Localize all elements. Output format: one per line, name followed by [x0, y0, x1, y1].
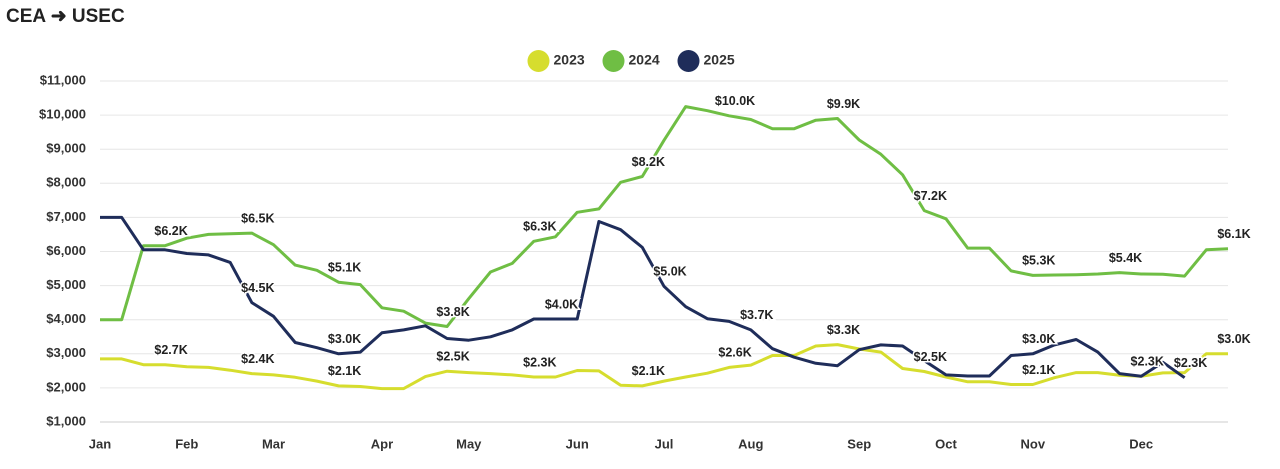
x-tick-label: May: [456, 436, 482, 451]
x-tick-label: Aug: [738, 436, 763, 451]
data-label: $2.1K: [632, 364, 665, 378]
data-label: $2.6K: [718, 346, 751, 360]
data-label: $9.9K: [827, 97, 860, 111]
y-tick-label: $1,000: [46, 413, 86, 428]
y-tick-label: $6,000: [46, 243, 86, 258]
x-tick-label: Mar: [262, 436, 285, 451]
data-label: $3.0K: [1217, 332, 1250, 346]
x-tick-label: Apr: [371, 436, 393, 451]
data-label: $2.3K: [1174, 356, 1207, 370]
data-label: $5.3K: [1022, 254, 1055, 268]
x-tick-label: Nov: [1020, 436, 1045, 451]
data-label: $3.7K: [740, 308, 773, 322]
data-label: $3.0K: [1022, 332, 1055, 346]
data-label: $5.4K: [1109, 251, 1142, 265]
data-label: $2.3K: [523, 355, 556, 369]
series-line: [100, 215, 1186, 379]
y-tick-label: $10,000: [39, 107, 86, 122]
data-label: $10.0K: [715, 94, 755, 108]
series-line: [100, 343, 1228, 391]
data-label: $7.2K: [914, 189, 947, 203]
y-tick-label: $7,000: [46, 209, 86, 224]
data-label: $5.1K: [328, 260, 361, 274]
y-tick-label: $3,000: [46, 345, 86, 360]
data-label: $5.0K: [653, 265, 686, 279]
x-tick-label: Jan: [89, 436, 111, 451]
series-line: [100, 105, 1229, 328]
legend-swatch: [602, 50, 625, 72]
x-tick-label: Jul: [655, 436, 674, 451]
data-label: $2.4K: [241, 352, 274, 366]
data-label: $2.1K: [1022, 363, 1055, 377]
x-tick-label: Jun: [566, 436, 589, 451]
data-label: $6.5K: [241, 211, 274, 225]
data-label: $2.7K: [154, 343, 187, 357]
y-tick-label: $8,000: [46, 175, 86, 190]
data-label: $3.0K: [328, 332, 361, 346]
data-label: $2.5K: [436, 349, 469, 363]
data-label: $6.1K: [1217, 227, 1250, 241]
data-label: $4.0K: [545, 297, 578, 311]
data-label: $6.2K: [154, 224, 187, 238]
data-label: $4.5K: [241, 281, 274, 295]
x-tick-label: Sep: [847, 436, 871, 451]
legend-label: 2023: [554, 52, 585, 68]
y-tick-label: $9,000: [46, 141, 86, 156]
legend-swatch: [527, 50, 550, 72]
legend-label: 2024: [629, 52, 660, 68]
x-tick-label: Oct: [935, 436, 957, 451]
x-tick-label: Feb: [175, 436, 198, 451]
y-tick-label: $11,000: [40, 72, 86, 87]
x-tick-label: Dec: [1129, 436, 1153, 451]
y-tick-label: $2,000: [46, 379, 86, 394]
y-tick-label: $5,000: [46, 277, 86, 292]
data-label: $8.2K: [632, 155, 665, 169]
data-label: $2.5K: [914, 350, 947, 364]
data-label: $3.3K: [827, 323, 860, 337]
legend-label: 2025: [704, 52, 735, 68]
chart-title: CEA ➜ USEC: [6, 6, 125, 27]
data-label: $2.3K: [1131, 355, 1164, 369]
data-label: $2.1K: [328, 364, 361, 378]
legend-swatch: [677, 50, 700, 72]
data-label: $6.3K: [523, 220, 556, 234]
y-tick-label: $4,000: [46, 311, 86, 326]
data-label: $3.8K: [436, 305, 469, 319]
